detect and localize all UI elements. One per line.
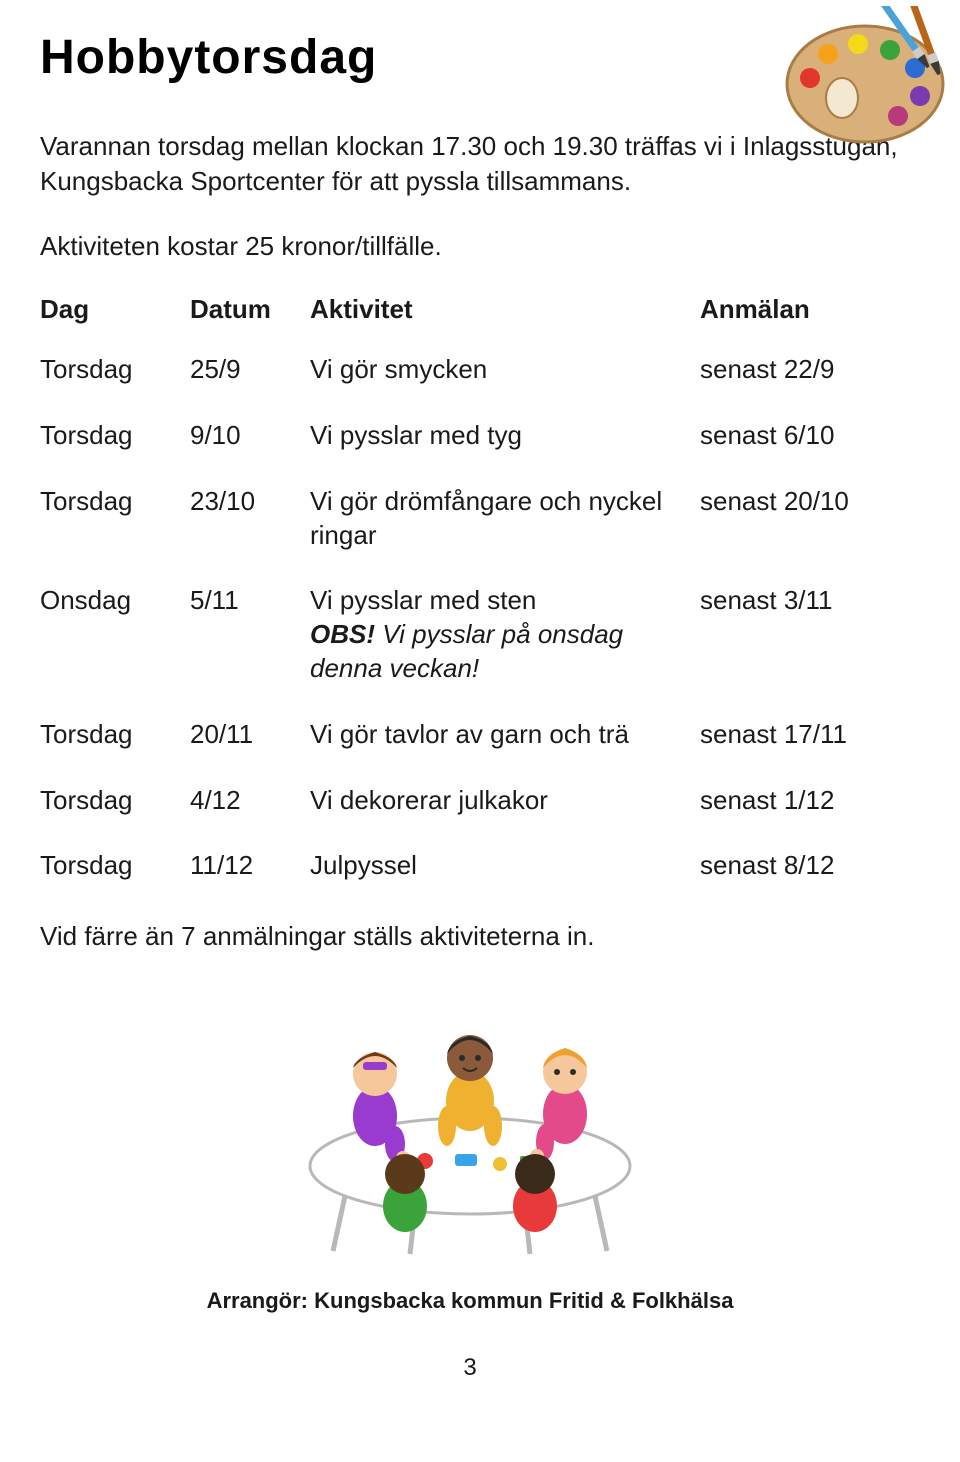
cell-anmalan: senast 6/10	[700, 419, 900, 453]
activity-note: OBS! Vi pysslar på onsdag denna veckan!	[310, 619, 623, 683]
cell-dag: Torsdag	[40, 353, 190, 387]
cell-dag: Torsdag	[40, 718, 190, 752]
cell-anmalan: senast 1/12	[700, 784, 900, 818]
cell-datum: 25/9	[190, 353, 310, 387]
intro-line: Varannan torsdag mellan klockan 17.30 oc…	[40, 129, 900, 199]
cell-aktivitet: Vi dekorerar julkakor	[310, 784, 700, 818]
header-datum: Datum	[190, 294, 310, 325]
cell-aktivitet: Vi gör drömfångare och nyckel ringar	[310, 485, 700, 553]
cell-aktivitet: Vi gör tavlor av garn och trä	[310, 718, 700, 752]
cell-aktivitet: Vi pysslar med tyg	[310, 419, 700, 453]
schedule-table: Dag Datum Aktivitet Anmälan Torsdag 25/9…	[40, 294, 900, 883]
cell-aktivitet: Julpyssel	[310, 849, 700, 883]
cell-aktivitet: Vi pysslar med sten OBS! Vi pysslar på o…	[310, 584, 700, 685]
cell-aktivitet: Vi gör smycken	[310, 353, 700, 387]
table-row: Torsdag 25/9 Vi gör smycken senast 22/9	[40, 353, 900, 387]
table-row: Torsdag 20/11 Vi gör tavlor av garn och …	[40, 718, 900, 752]
cell-dag: Onsdag	[40, 584, 190, 685]
activity-text: Vi pysslar med sten	[310, 585, 536, 615]
page-number: 3	[40, 1354, 900, 1382]
cell-dag: Torsdag	[40, 485, 190, 553]
header-aktivitet: Aktivitet	[310, 294, 700, 325]
cell-anmalan: senast 20/10	[700, 485, 900, 553]
cell-dag: Torsdag	[40, 784, 190, 818]
cell-anmalan: senast 8/12	[700, 849, 900, 883]
palette-icon	[780, 6, 950, 146]
cell-datum: 4/12	[190, 784, 310, 818]
cell-datum: 11/12	[190, 849, 310, 883]
table-row: Torsdag 9/10 Vi pysslar med tyg senast 6…	[40, 419, 900, 453]
header-dag: Dag	[40, 294, 190, 325]
cell-anmalan: senast 3/11	[700, 584, 900, 685]
table-row: Torsdag 11/12 Julpyssel senast 8/12	[40, 849, 900, 883]
table-header: Dag Datum Aktivitet Anmälan	[40, 294, 900, 325]
table-row: Torsdag 23/10 Vi gör drömfångare och nyc…	[40, 485, 900, 553]
cell-datum: 23/10	[190, 485, 310, 553]
cell-dag: Torsdag	[40, 419, 190, 453]
header-anmalan: Anmälan	[700, 294, 900, 325]
cell-dag: Torsdag	[40, 849, 190, 883]
kids-crafting-icon	[285, 996, 655, 1256]
organizer-line: Arrangör: Kungsbacka kommun Fritid & Fol…	[40, 1288, 900, 1314]
cell-anmalan: senast 22/9	[700, 353, 900, 387]
footer-note: Vid färre än 7 anmälningar ställs aktivi…	[40, 921, 900, 952]
table-row: Onsdag 5/11 Vi pysslar med sten OBS! Vi …	[40, 584, 900, 685]
cell-datum: 5/11	[190, 584, 310, 685]
obs-label: OBS!	[310, 619, 375, 649]
cell-datum: 9/10	[190, 419, 310, 453]
page-title: Hobbytorsdag	[40, 30, 900, 85]
intro-line: Aktiviteten kostar 25 kronor/tillfälle.	[40, 229, 900, 264]
cell-anmalan: senast 17/11	[700, 718, 900, 752]
cell-datum: 20/11	[190, 718, 310, 752]
table-row: Torsdag 4/12 Vi dekorerar julkakor senas…	[40, 784, 900, 818]
intro-block: Varannan torsdag mellan klockan 17.30 oc…	[40, 129, 900, 264]
